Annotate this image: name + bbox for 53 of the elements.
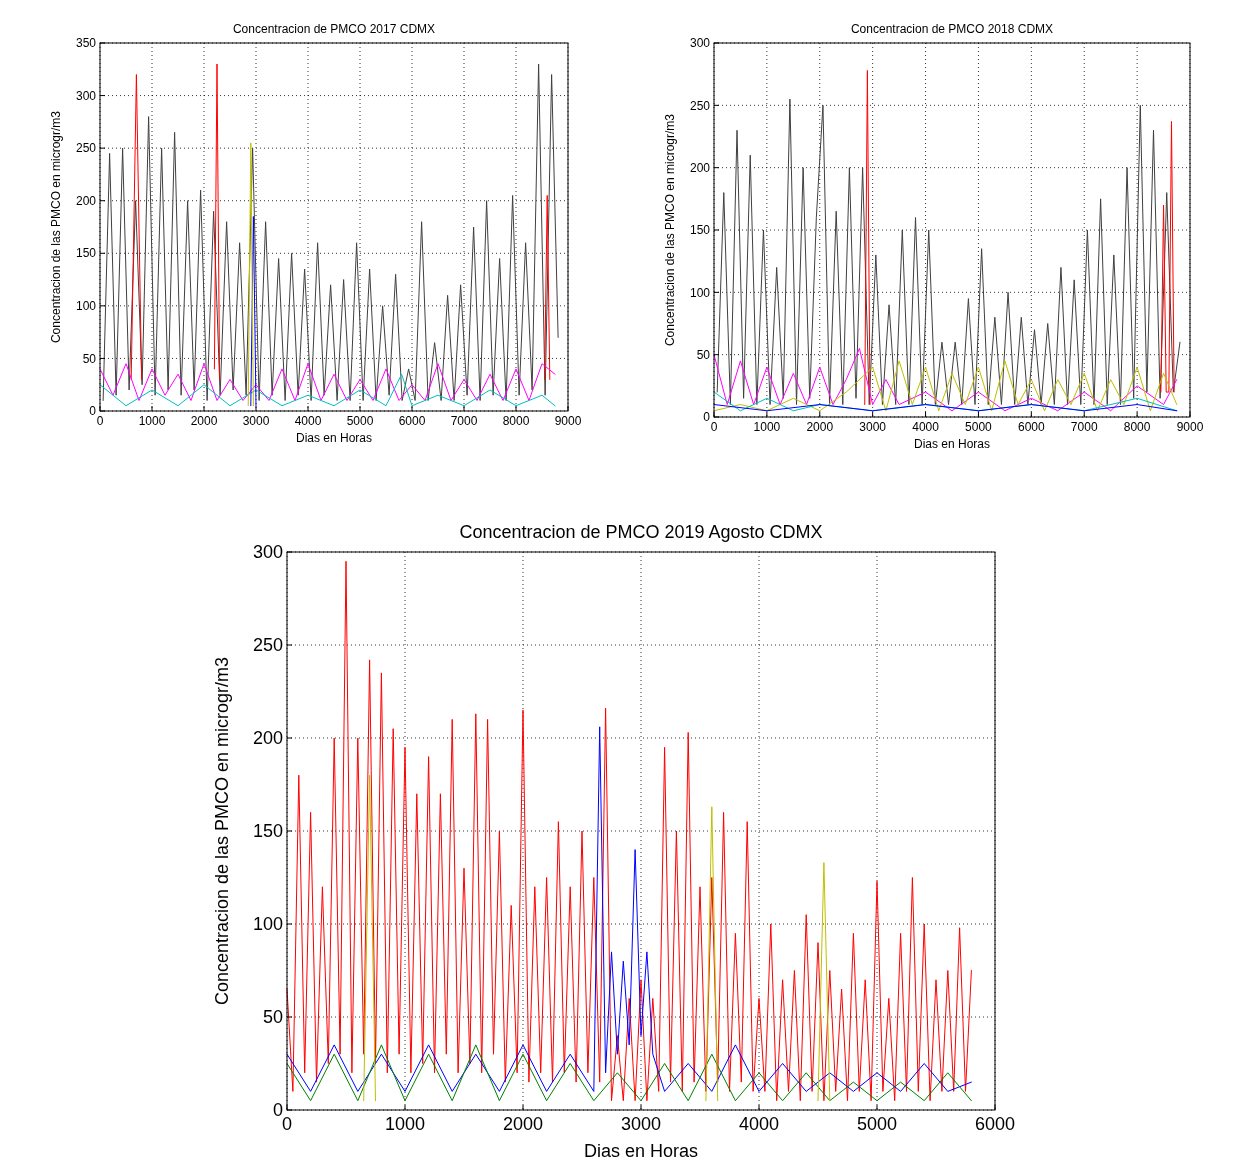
x-tick-label: 6000 (974, 1114, 1016, 1134)
x-tick-label: 6000 (1017, 420, 1045, 434)
y-axis-title: Concentracion de las PMCO en microgr/m3 (663, 113, 678, 347)
x-tick-label: 8000 (1123, 420, 1151, 434)
y-tick-label: 50 (696, 347, 711, 362)
y-tick-label: 200 (689, 160, 711, 175)
x-tick-label: 8000 (502, 414, 530, 428)
y-axis-title: Concentracion de las PMCO en microgr/m3 (49, 110, 64, 344)
x-tick-label: 2000 (502, 1114, 544, 1134)
x-tick-label: 9000 (1176, 420, 1204, 434)
x-axis-title: Dias en Horas (295, 431, 373, 446)
x-tick-label: 2000 (806, 420, 834, 434)
x-tick-label: 5000 (856, 1114, 898, 1134)
x-axis-title: Dias en Horas (583, 1140, 699, 1161)
x-tick-label: 4000 (294, 414, 322, 428)
x-tick-label: 3000 (242, 414, 270, 428)
x-tick-label: 4000 (738, 1114, 780, 1134)
y-tick-label: 100 (252, 914, 283, 935)
y-tick-label: 200 (75, 193, 97, 208)
x-tick-label: 2000 (190, 414, 218, 428)
x-tick-label: 5000 (965, 420, 993, 434)
x-tick-label: 1000 (753, 420, 781, 434)
y-tick-label: 100 (689, 285, 711, 300)
x-tick-label: 4000 (912, 420, 940, 434)
y-tick-label: 300 (252, 542, 283, 563)
x-tick-label: 1000 (138, 414, 166, 428)
x-tick-label: 3000 (859, 420, 887, 434)
y-tick-label: 300 (75, 88, 97, 103)
y-tick-label: 0 (272, 1100, 283, 1121)
x-tick-label: 7000 (1070, 420, 1098, 434)
x-tick-label: 7000 (450, 414, 478, 428)
y-axis-title: Concentracion de las PMCO en microgr/m3 (211, 656, 232, 1006)
chart-title: Concentracion de PMCO 2017 CDMX (232, 22, 436, 37)
y-tick-label: 200 (252, 728, 283, 749)
y-tick-label: 150 (252, 821, 283, 842)
y-tick-label: 250 (689, 98, 711, 113)
y-tick-label: 250 (252, 635, 283, 656)
y-tick-label: 50 (82, 351, 97, 366)
chart-title: Concentracion de PMCO 2019 Agosto CDMX (459, 521, 823, 542)
y-tick-label: 100 (75, 299, 97, 314)
y-tick-label: 150 (75, 246, 97, 261)
chart-title: Concentracion de PMCO 2018 CDMX (850, 22, 1054, 37)
x-axis-title: Dias en Horas (913, 437, 991, 452)
y-tick-label: 350 (75, 36, 97, 51)
x-tick-label: 5000 (346, 414, 374, 428)
y-tick-label: 300 (689, 36, 711, 51)
x-tick-label: 6000 (398, 414, 426, 428)
x-tick-label: 3000 (620, 1114, 662, 1134)
x-tick-label: 9000 (554, 414, 582, 428)
y-tick-label: 50 (262, 1007, 283, 1028)
x-tick-label: 1000 (384, 1114, 426, 1134)
y-tick-label: 250 (75, 141, 97, 156)
y-tick-label: 150 (689, 223, 711, 238)
